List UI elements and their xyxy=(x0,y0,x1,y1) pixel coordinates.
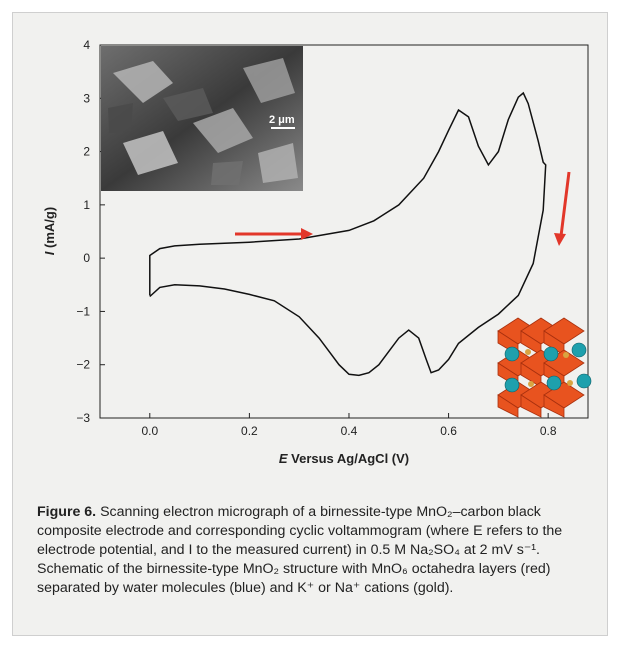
reverse-scan-arrowhead xyxy=(554,233,566,246)
water-molecule xyxy=(504,346,520,362)
cv-curve xyxy=(149,91,547,377)
y-tick-label: −1 xyxy=(76,304,90,318)
cation xyxy=(567,380,573,386)
y-tick-label: 1 xyxy=(83,198,90,212)
x-tick-label: 0.4 xyxy=(341,424,358,438)
water-molecule xyxy=(571,342,587,358)
plot-frame xyxy=(99,44,589,419)
cation xyxy=(563,352,569,358)
y-tick-label: 2 xyxy=(83,145,90,159)
scan-direction-arrows xyxy=(235,171,571,246)
y-tick-label: −2 xyxy=(76,358,90,372)
water-molecule xyxy=(576,373,592,389)
y-tick-label: 3 xyxy=(83,91,90,105)
caption-text: Scanning electron micrograph of a birnes… xyxy=(37,504,563,596)
x-tick-label: 0.8 xyxy=(540,424,557,438)
reverse-scan-arrow xyxy=(559,171,571,237)
figure-panel: 0.0 0.2 0.4 0.6 0.8 −3 −2 −1 0 1 2 3 4 2 μm xyxy=(12,12,608,636)
y-tick-label: −3 xyxy=(76,411,90,425)
cation xyxy=(525,349,531,355)
x-tick-label: 0.6 xyxy=(440,424,457,438)
y-tick-label: 4 xyxy=(83,38,90,52)
y-tick-label: 0 xyxy=(83,251,90,265)
cv-chart: 0.0 0.2 0.4 0.6 0.8 −3 −2 −1 0 1 2 3 4 2 μm xyxy=(42,38,592,466)
water-molecule xyxy=(546,375,562,391)
sem-micrograph-inset: 2 μm xyxy=(101,46,303,191)
water-molecule xyxy=(504,377,520,393)
figure-caption: Figure 6. Scanning electron micrograph o… xyxy=(37,503,597,598)
caption-lead: Figure 6. xyxy=(37,504,97,520)
y-axis-label: I (mA/g) xyxy=(42,207,57,255)
x-tick-label: 0.0 xyxy=(141,424,158,438)
x-axis-label: E Versus Ag/AgCl (V) xyxy=(279,451,409,466)
axis-tick-labels: 0.0 0.2 0.4 0.6 0.8 −3 −2 −1 0 1 2 3 4 xyxy=(76,38,557,438)
x-tick-label: 0.2 xyxy=(241,424,258,438)
forward-scan-arrowhead xyxy=(301,228,313,240)
cation xyxy=(528,381,534,387)
sem-scale-label: 2 μm xyxy=(269,114,295,126)
birnessite-structure-schematic xyxy=(497,317,592,418)
water-molecule xyxy=(543,346,559,362)
